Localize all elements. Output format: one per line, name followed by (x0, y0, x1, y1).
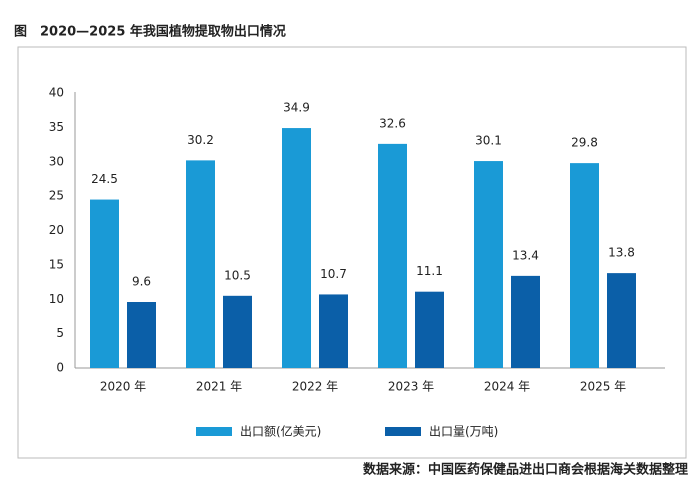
bar (90, 199, 119, 368)
y-tick-label: 20 (49, 223, 64, 237)
value-label: 30.1 (475, 134, 502, 148)
x-tick-label: 2022 年 (292, 380, 338, 394)
y-tick-label: 40 (49, 86, 64, 100)
source: 数据来源：中国医药保健品进出口商会根据海关数据整理 (363, 462, 688, 478)
x-tick-label: 2023 年 (388, 380, 434, 394)
value-label: 29.8 (571, 136, 598, 150)
bar (319, 294, 348, 368)
bar (474, 161, 503, 368)
y-tick-label: 10 (49, 292, 64, 306)
bar (570, 163, 599, 368)
bar (223, 295, 252, 368)
value-label: 9.6 (132, 275, 151, 289)
y-tick-label: 0 (56, 361, 64, 375)
value-label: 34.9 (283, 101, 310, 115)
bar (127, 302, 156, 368)
bar (415, 291, 444, 368)
x-tick-label: 2024 年 (484, 380, 530, 394)
y-tick-label: 35 (49, 120, 64, 134)
legend-label: 出口量(万吨) (429, 425, 498, 439)
x-tick-label: 2021 年 (196, 380, 242, 394)
value-label: 10.5 (224, 268, 251, 282)
bar (282, 128, 311, 368)
value-label: 11.1 (416, 264, 443, 278)
bar (378, 143, 407, 368)
bar (607, 273, 636, 368)
y-tick-label: 15 (49, 257, 64, 271)
value-label: 32.6 (379, 116, 406, 130)
frame (17, 46, 687, 459)
bar (511, 275, 540, 368)
legend-swatch (196, 427, 232, 436)
legend-label: 出口额(亿美元) (240, 424, 321, 439)
x-tick-label: 2020 年 (100, 380, 146, 394)
chart-title: 图 2020—2025 年我国植物提取物出口情况 (14, 24, 286, 40)
x-tick-label: 2025 年 (580, 380, 626, 394)
value-label: 24.5 (91, 172, 118, 186)
y-tick-label: 30 (49, 154, 64, 168)
legend-swatch (385, 427, 421, 436)
value-label: 10.7 (320, 267, 347, 281)
value-label: 30.2 (187, 133, 214, 147)
bar (186, 160, 215, 368)
value-label: 13.4 (512, 248, 539, 262)
value-label: 13.8 (608, 246, 635, 260)
y-tick-label: 5 (56, 326, 64, 340)
y-tick-label: 25 (49, 189, 64, 203)
